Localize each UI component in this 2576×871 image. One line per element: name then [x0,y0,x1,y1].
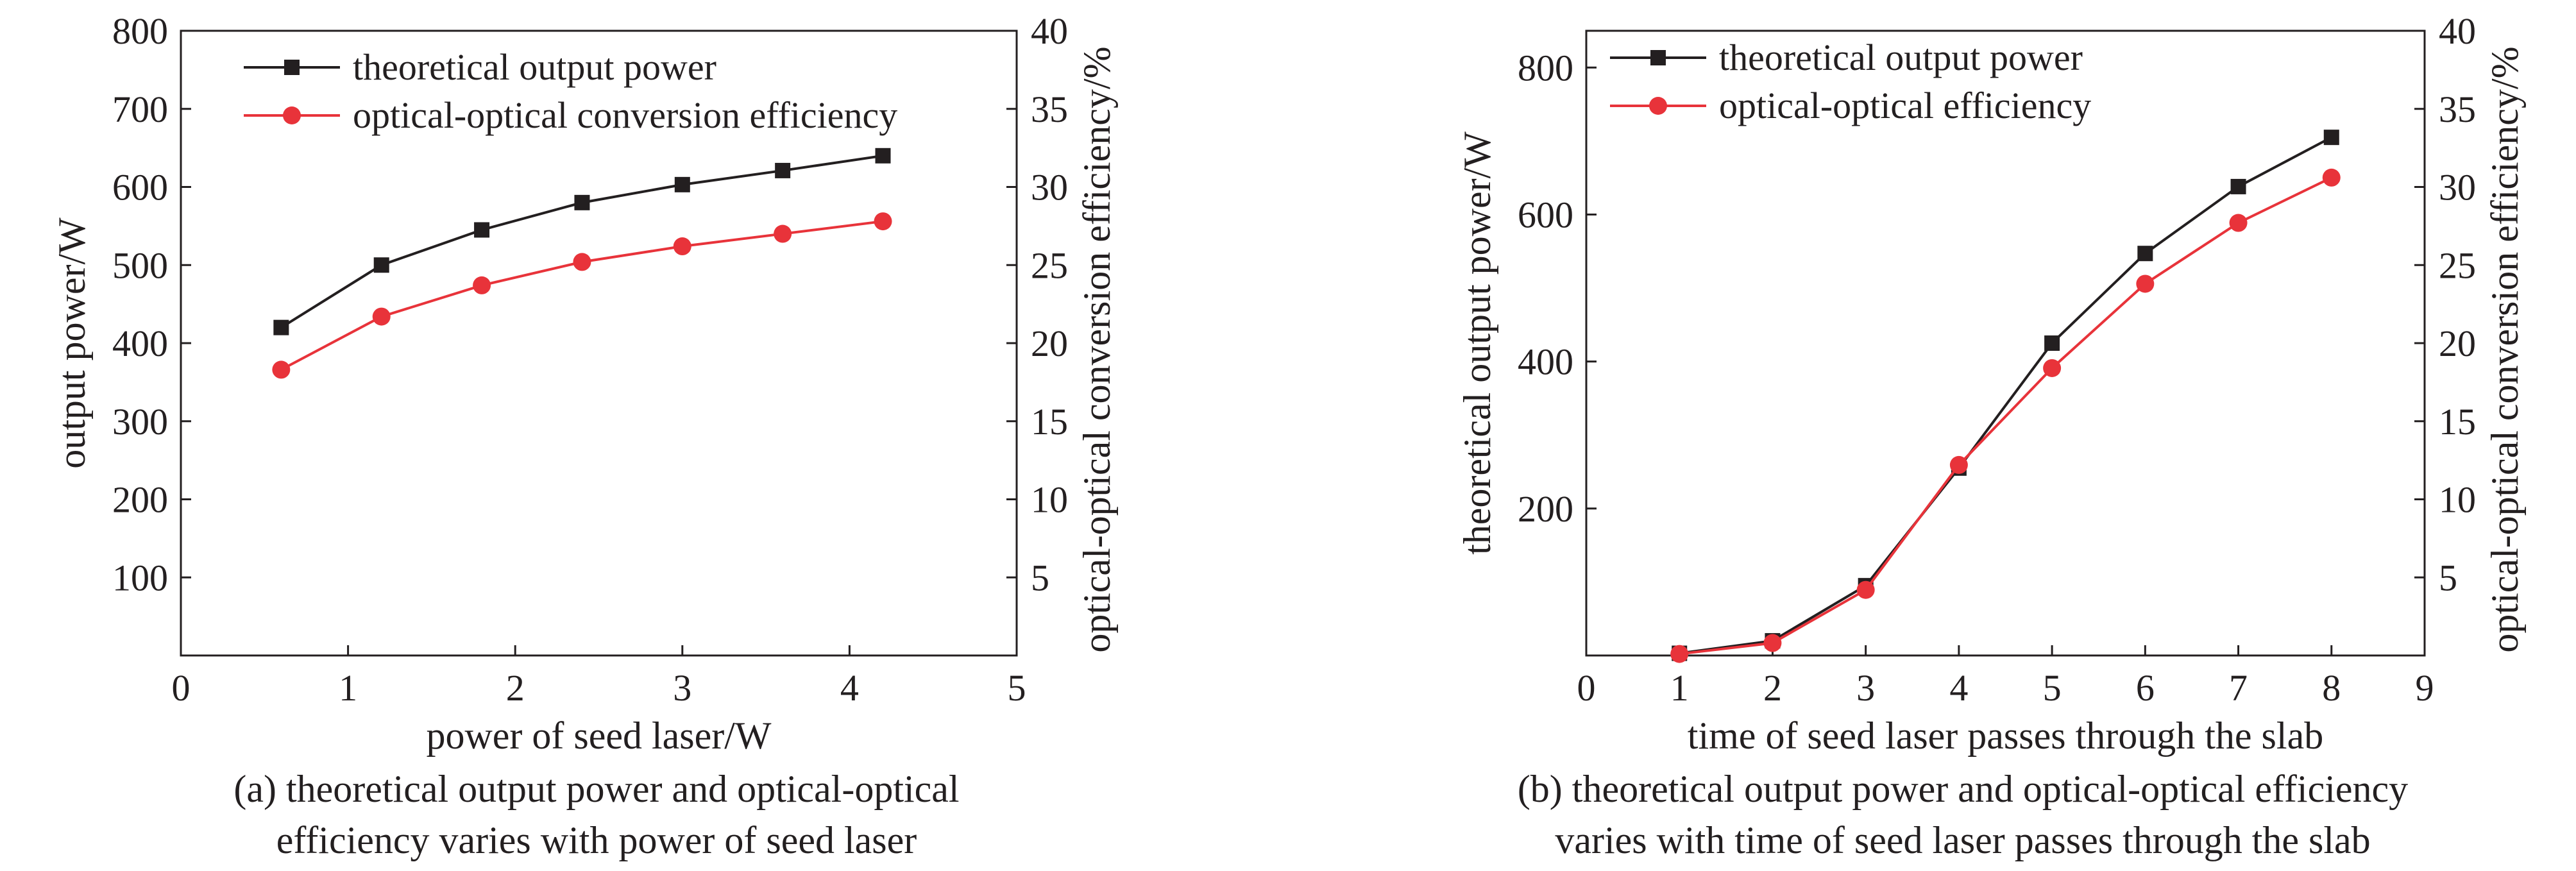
efficiency-point [272,360,291,379]
caption-a-line1: (a) theoretical output power and optical… [233,768,959,810]
y2-axis-label: optical-optical conversion efficiency/% [1076,46,1118,652]
y2-tick-label: 15 [1031,401,1068,443]
efficiency-point [372,307,391,326]
y2-tick-label: 25 [1031,244,1068,286]
x-tick-label: 3 [1856,667,1875,709]
power-point [273,319,289,335]
y2-tick-label: 40 [1031,10,1068,52]
x-tick-label: 7 [2229,667,2248,709]
x-tick-label: 3 [673,667,691,709]
x-tick-label: 2 [506,667,525,709]
efficiency-point [874,212,892,231]
x-axis-label: power of seed laser/W [426,715,771,757]
legend-marker [284,60,300,75]
power-point [775,162,791,178]
y-tick-label: 100 [112,557,168,598]
legend-label: optical-optical conversion efficiency [353,94,897,136]
series-line-efficiency [1679,176,2332,655]
y2-tick-label: 20 [2439,323,2476,364]
power-point [2137,246,2153,262]
x-axis-label: time of seed laser passes through the sl… [1688,715,2323,757]
y-tick-label: 300 [112,401,168,443]
series-line-power [280,154,883,329]
y2-tick-label: 10 [1031,479,1068,521]
x-tick-label: 4 [840,667,859,709]
power-point [373,257,389,273]
x-tick-label: 4 [1949,667,1968,709]
y2-tick-label: 30 [1031,167,1068,208]
series-line-efficiency [280,220,883,371]
power-point [574,194,590,210]
efficiency-point [774,224,792,243]
y2-tick-label: 5 [2439,557,2457,598]
y2-tick-label: 5 [1031,557,1049,598]
y-tick-label: 200 [112,479,168,521]
x-tick-label: 5 [2043,667,2062,709]
y2-tick-label: 15 [2439,401,2476,443]
y-tick-label: 800 [112,10,168,52]
y2-tick-label: 25 [2439,244,2476,286]
caption-b-line1: (b) theoretical output power and optical… [1518,768,2408,810]
y-axis-label: theoretical output power/W [1456,131,1498,555]
power-point [2044,335,2060,351]
y2-tick-label: 35 [1031,89,1068,130]
y-tick-label: 500 [112,244,168,286]
legend-marker [1650,50,1666,65]
power-point [2323,130,2339,146]
caption-b-line2: varies with time of seed laser passes th… [1555,819,2370,861]
efficiency-point [673,237,691,256]
caption-a-line2: efficiency varies with power of seed las… [276,819,917,861]
power-point [875,148,891,164]
efficiency-point [2229,214,2248,232]
efficiency-point [473,276,491,294]
x-tick-label: 6 [2136,667,2155,709]
x-tick-label: 9 [2416,667,2434,709]
x-tick-label: 2 [1763,667,1782,709]
y-tick-label: 700 [112,89,168,130]
panel-b: (b) theoretical output power and optical… [1456,10,2526,861]
y-tick-label: 400 [112,323,168,364]
y2-tick-label: 20 [1031,323,1068,364]
y2-tick-label: 35 [2439,89,2476,130]
series-line-power [1679,136,2332,655]
legend-label: theoretical output power [353,46,716,88]
y-tick-label: 200 [1518,488,1573,530]
x-tick-label: 1 [339,667,357,709]
y-axis-label: output power/W [51,217,93,469]
x-tick-label: 1 [1670,667,1689,709]
legend-label: optical-optical efficiency [1719,85,2091,126]
x-tick-label: 0 [1577,667,1596,709]
efficiency-point [1856,580,1875,599]
legend-marker [283,106,301,124]
y2-axis-label: optical-optical conversion efficiency/% [2484,46,2526,652]
y-tick-label: 600 [1518,194,1573,235]
x-tick-label: 0 [172,667,191,709]
efficiency-point [2322,168,2341,187]
y2-tick-label: 10 [2439,479,2476,521]
x-tick-label: 5 [1008,667,1026,709]
y-tick-label: 600 [112,167,168,208]
efficiency-point [2136,275,2155,293]
power-point [674,176,690,192]
panel-a: (a) theoretical output power and optical… [51,10,1118,861]
legend-marker [1649,97,1667,115]
y2-tick-label: 30 [2439,167,2476,208]
power-point [474,222,490,238]
efficiency-point [1763,634,1782,652]
x-tick-label: 8 [2322,667,2341,709]
y-tick-label: 800 [1518,47,1573,89]
legend-label: theoretical output power [1719,37,2083,78]
efficiency-point [1949,455,1968,474]
efficiency-point [1670,645,1689,663]
y2-tick-label: 40 [2439,10,2476,52]
efficiency-point [2043,359,2062,377]
efficiency-point [573,253,591,271]
y-tick-label: 400 [1518,341,1573,383]
power-point [2230,178,2246,194]
